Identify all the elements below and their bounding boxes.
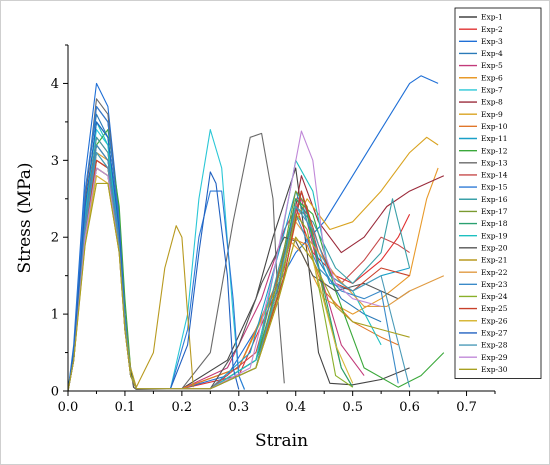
legend-label: Exp-19 bbox=[481, 231, 508, 240]
legend-label: Exp-1 bbox=[481, 13, 503, 22]
legend-label: Exp-29 bbox=[481, 353, 508, 362]
legend-label: Exp-26 bbox=[481, 316, 508, 325]
series-line-26 bbox=[67, 175, 354, 392]
legend-label: Exp-15 bbox=[481, 183, 508, 192]
series-line-3 bbox=[67, 75, 439, 392]
legend-label: Exp-18 bbox=[481, 219, 508, 228]
legend-label: Exp-27 bbox=[481, 329, 508, 338]
legend-label: Exp-23 bbox=[481, 280, 508, 289]
legend-label: Exp-9 bbox=[481, 110, 503, 119]
x-axis-title: Strain bbox=[255, 431, 308, 451]
legend-label: Exp-16 bbox=[481, 195, 508, 204]
legend-label: Exp-24 bbox=[481, 292, 508, 301]
x-tick-label: 0.7 bbox=[456, 400, 477, 415]
legend-label: Exp-25 bbox=[481, 304, 508, 313]
series-line-9 bbox=[67, 136, 439, 392]
x-tick-label: 0.3 bbox=[228, 400, 249, 415]
y-tick-label: 2 bbox=[51, 231, 59, 246]
series-line-28 bbox=[67, 152, 411, 392]
legend-label: Exp-7 bbox=[481, 86, 503, 95]
x-tick-label: 0.4 bbox=[285, 400, 306, 415]
x-tick-label: 0.6 bbox=[399, 400, 420, 415]
chart-axes: 0.0 0.1 0.2 0.3 0.4 0.5 0.6 0.7 0 1 2 3 4 bbox=[51, 44, 496, 415]
legend-label: Exp-17 bbox=[481, 207, 508, 216]
legend-label: Exp-20 bbox=[481, 243, 508, 252]
legend-box bbox=[454, 7, 542, 379]
legend-label: Exp-6 bbox=[481, 73, 503, 82]
legend-label: Exp-13 bbox=[481, 158, 508, 167]
y-axis-title: Stress (MPa) bbox=[15, 163, 35, 274]
legend-label: Exp-3 bbox=[481, 37, 503, 46]
legend-label: Exp-8 bbox=[481, 98, 503, 107]
x-tick-label: 0.0 bbox=[58, 400, 79, 415]
legend-label: Exp-4 bbox=[481, 49, 503, 58]
x-tick-label: 0.2 bbox=[172, 400, 193, 415]
y-tick-label: 0 bbox=[51, 385, 59, 400]
chart-curves bbox=[67, 75, 445, 392]
legend-label: Exp-2 bbox=[481, 25, 503, 34]
x-tick-label: 0.5 bbox=[342, 400, 363, 415]
legend-label: Exp-21 bbox=[481, 256, 508, 265]
legend-label: Exp-28 bbox=[481, 341, 508, 350]
series-line-30 bbox=[67, 182, 410, 392]
legend-label: Exp-5 bbox=[481, 61, 503, 70]
y-tick-label: 1 bbox=[51, 308, 59, 323]
legend-label: Exp-22 bbox=[481, 268, 508, 277]
legend-label: Exp-11 bbox=[481, 134, 508, 143]
legend-label: Exp-10 bbox=[481, 122, 508, 131]
y-tick-label: 4 bbox=[51, 77, 59, 92]
chart-legend: Exp-1 Exp-2 Exp-3 Exp-4 Exp-5 Exp-6 Exp-7 Exp-8… bbox=[454, 7, 542, 379]
legend-label: Exp-30 bbox=[481, 365, 508, 374]
legend-label: Exp-12 bbox=[481, 146, 508, 155]
legend-label: Exp-14 bbox=[481, 171, 508, 180]
y-tick-label: 3 bbox=[51, 154, 59, 169]
x-tick-label: 0.1 bbox=[115, 400, 136, 415]
